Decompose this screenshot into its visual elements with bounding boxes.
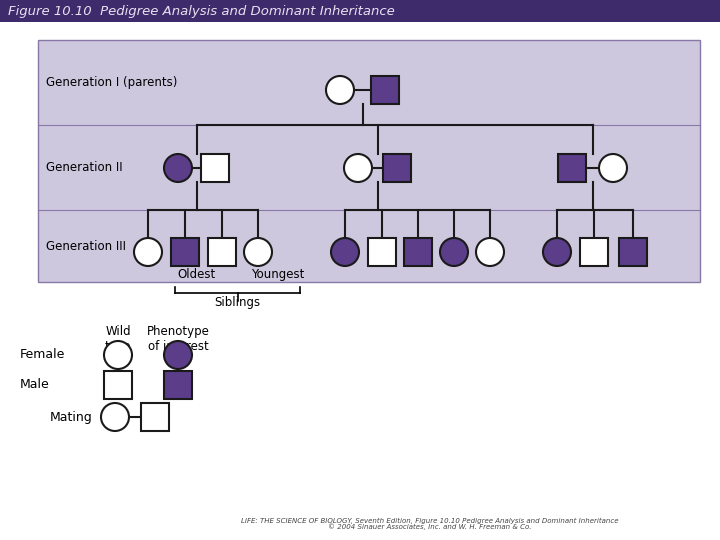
Circle shape — [326, 76, 354, 104]
Text: © 2004 Sinauer Associates, Inc. and W. H. Freeman & Co.: © 2004 Sinauer Associates, Inc. and W. H… — [328, 523, 532, 530]
Text: Siblings: Siblings — [215, 296, 261, 309]
Text: Generation I (parents): Generation I (parents) — [46, 76, 177, 89]
Bar — [558, 154, 586, 182]
Circle shape — [244, 238, 272, 266]
Text: Wild
type: Wild type — [104, 325, 131, 353]
Text: Mating: Mating — [50, 410, 93, 423]
Bar — [201, 154, 229, 182]
Bar — [580, 238, 608, 266]
Bar — [171, 238, 199, 266]
Text: Female: Female — [20, 348, 66, 361]
Circle shape — [164, 154, 192, 182]
Bar — [0, 0, 720, 22]
Circle shape — [331, 238, 359, 266]
Text: Oldest: Oldest — [178, 268, 216, 281]
Bar — [368, 238, 396, 266]
Circle shape — [440, 238, 468, 266]
Text: Male: Male — [20, 379, 50, 392]
Bar — [141, 403, 169, 431]
Text: Phenotype
of interest: Phenotype of interest — [147, 325, 210, 353]
Bar — [619, 238, 647, 266]
Text: LIFE: THE SCIENCE OF BIOLOGY, Seventh Edition, Figure 10.10 Pedigree Analysis an: LIFE: THE SCIENCE OF BIOLOGY, Seventh Ed… — [241, 518, 618, 524]
Text: Youngest: Youngest — [251, 268, 305, 281]
Circle shape — [104, 341, 132, 369]
Circle shape — [476, 238, 504, 266]
Bar — [38, 40, 700, 282]
Text: Figure 10.10  Pedigree Analysis and Dominant Inheritance: Figure 10.10 Pedigree Analysis and Domin… — [8, 4, 395, 17]
Bar — [164, 371, 192, 399]
Bar — [104, 371, 132, 399]
Circle shape — [543, 238, 571, 266]
Bar — [371, 76, 399, 104]
Text: Generation III: Generation III — [46, 240, 126, 253]
Circle shape — [164, 341, 192, 369]
Bar — [383, 154, 411, 182]
Circle shape — [344, 154, 372, 182]
Bar — [208, 238, 236, 266]
Circle shape — [599, 154, 627, 182]
Circle shape — [101, 403, 129, 431]
Text: Generation II: Generation II — [46, 161, 122, 174]
Circle shape — [134, 238, 162, 266]
Bar — [404, 238, 432, 266]
